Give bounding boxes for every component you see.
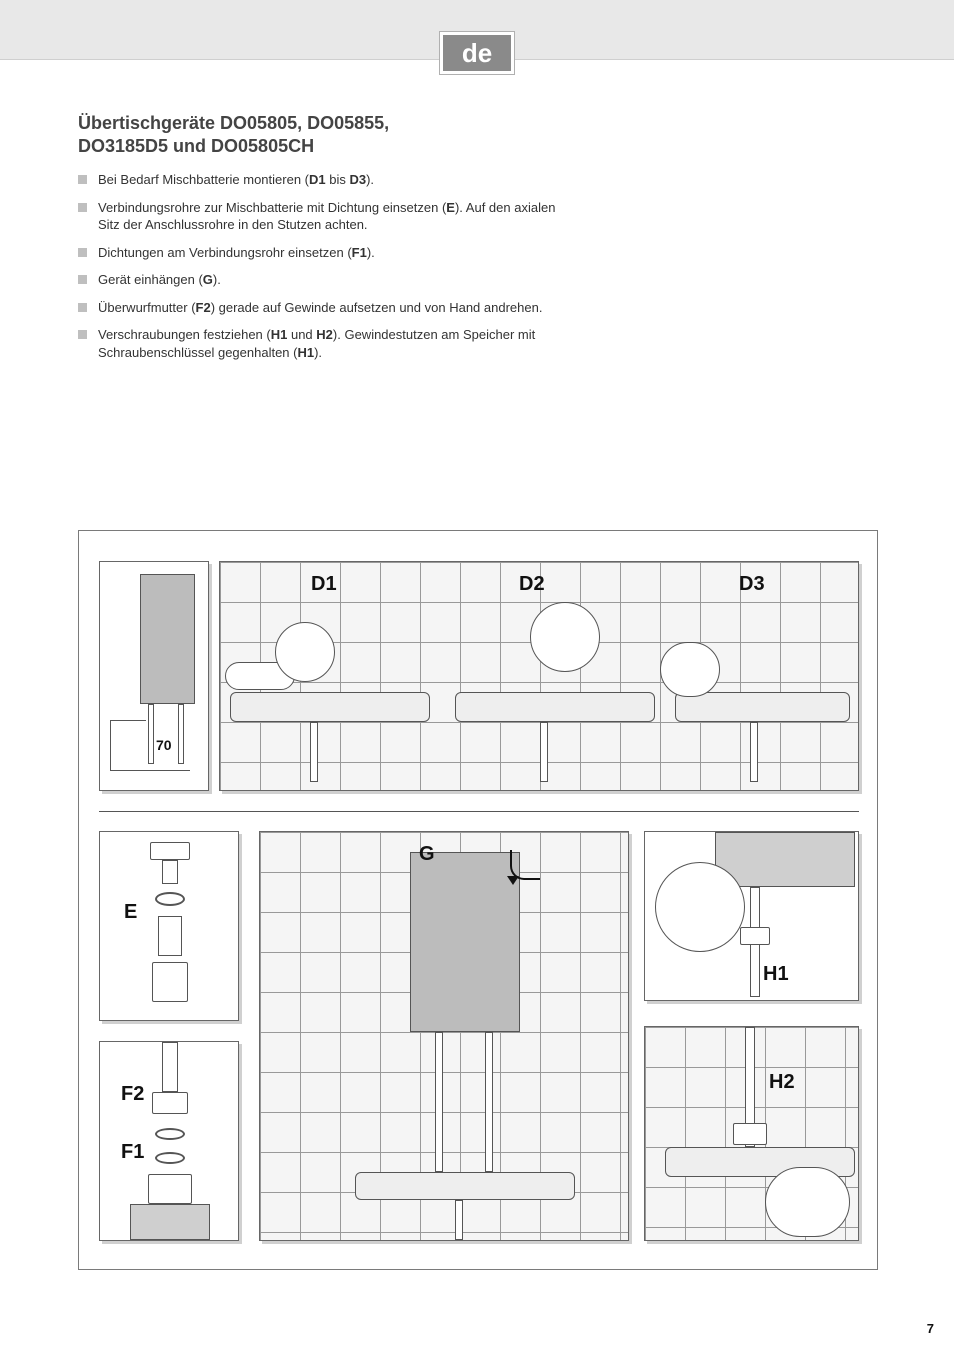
separator bbox=[99, 811, 859, 812]
callout-d3: D3 bbox=[739, 573, 765, 596]
title-line-2: DO3185D5 und DO05805CH bbox=[78, 136, 314, 156]
device-pipe bbox=[178, 704, 184, 764]
spout bbox=[750, 722, 758, 782]
faucet-body bbox=[355, 1172, 575, 1200]
panel-f bbox=[99, 1041, 239, 1241]
faucet-body bbox=[230, 692, 430, 722]
step-item: Überwurfmutter (F2) gerade auf Gewinde a… bbox=[78, 299, 576, 317]
union-nut bbox=[733, 1123, 767, 1145]
hand-icon bbox=[275, 622, 335, 682]
spout bbox=[310, 722, 318, 782]
spout bbox=[455, 1200, 463, 1240]
step-item: Dichtungen am Verbindungsrohr einsetzen … bbox=[78, 244, 576, 262]
union-nut bbox=[740, 927, 770, 945]
seal-ring bbox=[155, 892, 185, 906]
faucet-body bbox=[675, 692, 850, 722]
language-code: de bbox=[462, 38, 492, 69]
dim-line bbox=[110, 720, 146, 721]
panel-g bbox=[259, 831, 629, 1241]
callout-d2: D2 bbox=[519, 573, 545, 596]
callout-h2: H2 bbox=[769, 1071, 795, 1094]
seal-ring bbox=[155, 1152, 185, 1164]
hand-icon bbox=[655, 862, 745, 952]
union-nut bbox=[152, 1092, 188, 1114]
callout-f2: F2 bbox=[121, 1083, 144, 1106]
dim-line bbox=[110, 720, 111, 770]
step-item: Verschraubungen festziehen (H1 und H2). … bbox=[78, 326, 576, 361]
heater-bottom bbox=[715, 832, 855, 887]
arrowhead-icon bbox=[507, 876, 519, 885]
faucet-body bbox=[455, 692, 655, 722]
hand-icon bbox=[660, 642, 720, 697]
fitting bbox=[148, 1174, 192, 1204]
callout-d1: D1 bbox=[311, 573, 337, 596]
pipe-section bbox=[158, 916, 182, 956]
step-item: Bei Bedarf Mischbatterie montieren (D1 b… bbox=[78, 171, 576, 189]
step-item: Verbindungsrohre zur Mischbatterie mit D… bbox=[78, 199, 576, 234]
callout-g: G bbox=[419, 843, 435, 866]
heater-device bbox=[140, 574, 195, 704]
device-pipe bbox=[435, 1032, 443, 1172]
device-pipe bbox=[148, 704, 154, 764]
panel-h2 bbox=[644, 1026, 859, 1241]
pipe-section bbox=[162, 1042, 178, 1092]
panel-device-dim: 70 bbox=[99, 561, 209, 791]
title-line-1: Übertischgeräte DO05805, DO05855, bbox=[78, 113, 389, 133]
callout-h1: H1 bbox=[763, 963, 789, 986]
heater-top bbox=[130, 1204, 210, 1240]
step-list: Bei Bedarf Mischbatterie montieren (D1 b… bbox=[78, 171, 576, 361]
callout-f1: F1 bbox=[121, 1141, 144, 1164]
heater-device bbox=[410, 852, 520, 1032]
panel-e bbox=[99, 831, 239, 1021]
page: de Übertischgeräte DO05805, DO05855, DO3… bbox=[0, 0, 954, 1350]
pipe-section bbox=[162, 860, 178, 884]
hand-icon bbox=[530, 602, 600, 672]
fitting bbox=[152, 962, 188, 1002]
language-badge: de bbox=[440, 32, 514, 74]
wrench-hand-icon bbox=[765, 1167, 850, 1237]
text-column: Übertischgeräte DO05805, DO05855, DO3185… bbox=[78, 112, 576, 371]
seal-ring bbox=[155, 1128, 185, 1140]
device-pipe bbox=[485, 1032, 493, 1172]
panel-h1 bbox=[644, 831, 859, 1001]
section-title: Übertischgeräte DO05805, DO05855, DO3185… bbox=[78, 112, 576, 157]
dim-line bbox=[110, 770, 190, 771]
fitting bbox=[150, 842, 190, 860]
page-number: 7 bbox=[927, 1321, 934, 1336]
dim-70: 70 bbox=[156, 737, 172, 753]
figure-container: D1 D2 D3 70 E bbox=[78, 530, 878, 1270]
spout bbox=[540, 722, 548, 782]
callout-e: E bbox=[124, 901, 137, 924]
step-item: Gerät einhängen (G). bbox=[78, 271, 576, 289]
